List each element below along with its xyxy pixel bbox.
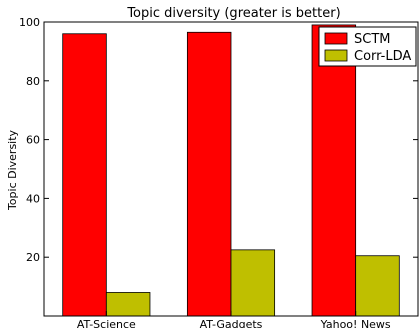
x-tick-label: Yahoo! News xyxy=(320,318,391,328)
y-tick-label: 20 xyxy=(26,251,40,264)
y-tick-label: 100 xyxy=(19,16,40,29)
legend-label: SCTM xyxy=(354,32,391,47)
bar-corr-lda-0 xyxy=(105,292,151,317)
chart-title: Topic diversity (greater is better) xyxy=(126,6,340,21)
x-tick-label: AT-Science xyxy=(77,318,136,328)
legend: SCTM Corr-LDA xyxy=(318,26,417,67)
y-axis-label: Topic Diversity xyxy=(6,129,19,211)
y-tick-label: 40 xyxy=(26,192,40,205)
x-tick-label: AT-Gadgets xyxy=(200,318,263,328)
bar-corr-lda-2 xyxy=(355,255,400,317)
plot-area: 20 40 60 80 100 AT-Science AT-Gadgets Yahoo! Ne… xyxy=(19,16,419,328)
bar-corr-lda-1 xyxy=(230,249,276,317)
bar-sctm-2 xyxy=(311,24,357,317)
bar-sctm-1 xyxy=(186,31,232,317)
y-tick-label: 80 xyxy=(26,75,40,88)
y-tick-label: 60 xyxy=(26,134,40,147)
legend-swatch xyxy=(324,32,348,45)
legend-swatch xyxy=(324,49,348,62)
bar-sctm-0 xyxy=(62,33,107,317)
legend-label: Corr-LDA xyxy=(354,49,411,64)
